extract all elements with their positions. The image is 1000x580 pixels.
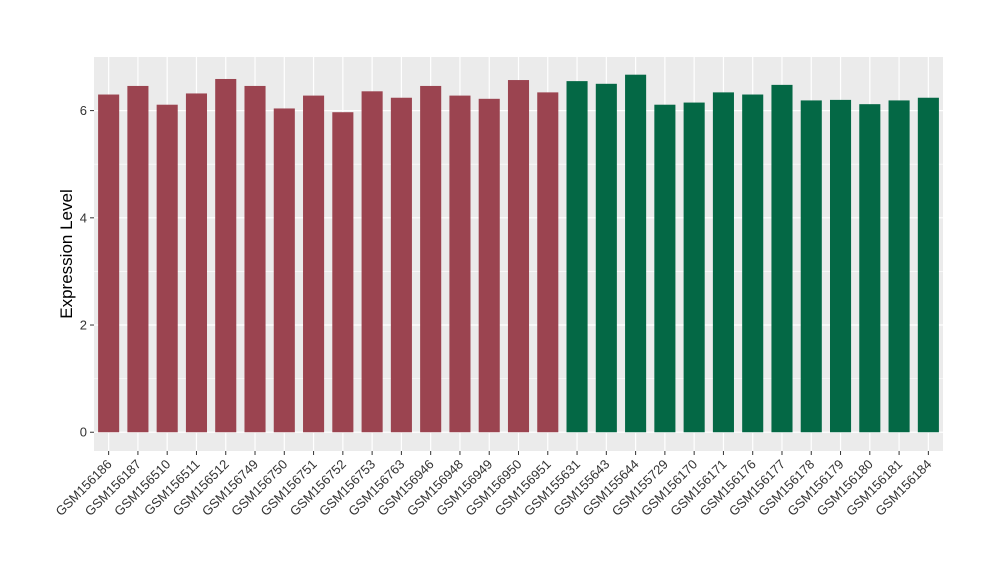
bar bbox=[127, 85, 149, 433]
bar bbox=[244, 85, 266, 433]
bars bbox=[98, 74, 939, 433]
bar bbox=[917, 97, 939, 433]
bar bbox=[742, 94, 764, 433]
bar bbox=[712, 92, 734, 433]
bar bbox=[332, 112, 354, 433]
y-tick-label: 4 bbox=[80, 210, 87, 225]
bar bbox=[273, 108, 295, 433]
bar bbox=[625, 74, 647, 433]
y-tick-label: 0 bbox=[80, 425, 87, 440]
bar bbox=[507, 80, 530, 433]
y-axis-title: Expression Level bbox=[57, 189, 76, 318]
bar bbox=[829, 99, 852, 433]
bar bbox=[390, 97, 412, 433]
bar bbox=[859, 104, 881, 433]
bar bbox=[537, 92, 559, 433]
x-axis: GSM156186GSM156187GSM156510GSM156511GSM1… bbox=[53, 451, 934, 519]
bar bbox=[303, 95, 325, 433]
y-tick-label: 2 bbox=[80, 318, 87, 333]
bar bbox=[185, 93, 208, 433]
bar bbox=[98, 94, 120, 433]
bar bbox=[449, 95, 471, 433]
bar bbox=[361, 91, 383, 433]
bar bbox=[156, 104, 178, 433]
bar bbox=[654, 104, 676, 433]
bar bbox=[478, 98, 500, 433]
bar bbox=[800, 100, 822, 433]
bar bbox=[595, 83, 617, 433]
y-axis: 0 2 4 6 bbox=[80, 103, 94, 440]
bar bbox=[683, 102, 705, 433]
bar bbox=[420, 85, 442, 433]
bar bbox=[771, 84, 793, 433]
bar bbox=[215, 78, 237, 433]
bar bbox=[566, 81, 588, 433]
y-tick-label: 6 bbox=[80, 103, 87, 118]
bar bbox=[888, 100, 910, 433]
